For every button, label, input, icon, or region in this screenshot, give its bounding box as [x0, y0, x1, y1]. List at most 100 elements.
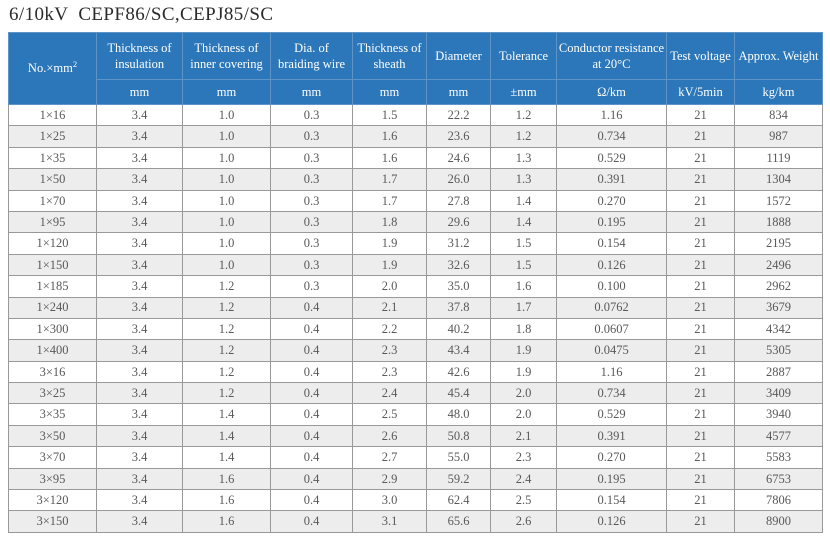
- unit-weight: kg/km: [734, 79, 823, 105]
- data-cell: 834: [734, 103, 823, 127]
- data-cell: 1.2: [182, 339, 271, 362]
- data-cell: 0.270: [556, 189, 667, 212]
- data-cell: 1119: [734, 146, 823, 170]
- data-cell: 27.8: [426, 189, 491, 212]
- data-cell: 26.0: [426, 168, 491, 191]
- data-cell: 2.4: [352, 382, 427, 405]
- data-cell: 2496: [734, 253, 823, 277]
- data-cell: 5583: [734, 446, 823, 469]
- table-row: 1×25 3.4 1.0 0.3 1.6 23.6 1.2 0.734 21 987: [8, 125, 823, 148]
- table-row: 1×16 3.4 1.0 0.3 1.5 22.2 1.2 1.16 21 834: [8, 103, 823, 127]
- table-row: 3×120 3.4 1.6 0.4 3.0 62.4 2.5 0.154 21 7806: [8, 489, 823, 512]
- data-cell: 0.0762: [556, 296, 667, 319]
- data-cell: 2.7: [352, 446, 427, 469]
- data-cell: 0.126: [556, 253, 667, 277]
- data-cell: 3.4: [96, 382, 183, 405]
- data-cell: 21: [666, 510, 735, 533]
- data-cell: 0.4: [270, 446, 353, 469]
- data-cell: 1.0: [182, 210, 271, 234]
- unit-insulation: mm: [96, 79, 183, 105]
- column-header-inner-covering: Thickness of inner covering: [182, 32, 271, 80]
- data-cell: 987: [734, 125, 823, 148]
- table-row: 3×25 3.4 1.2 0.4 2.4 45.4 2.0 0.734 21 3409: [8, 382, 823, 405]
- data-cell: 3.1: [352, 510, 427, 533]
- data-cell: 2.9: [352, 467, 427, 491]
- data-cell: 2887: [734, 360, 823, 384]
- data-cell: 3.4: [96, 253, 183, 277]
- data-cell: 1.3: [490, 168, 557, 191]
- data-cell: 5305: [734, 339, 823, 362]
- data-cell: 3.4: [96, 125, 183, 148]
- data-cell: 1.6: [182, 489, 271, 512]
- data-cell: 0.4: [270, 382, 353, 405]
- data-cell: 1.0: [182, 232, 271, 255]
- data-cell: 1.2: [490, 103, 557, 127]
- row-size-cell: 1×16: [8, 103, 97, 127]
- data-cell: 0.3: [270, 168, 353, 191]
- data-cell: 3.0: [352, 489, 427, 512]
- data-cell: 1.8: [490, 317, 557, 341]
- data-cell: 1888: [734, 210, 823, 234]
- column-header-diameter: Diameter: [426, 32, 491, 80]
- data-cell: 1.6: [490, 275, 557, 298]
- table-row: 1×70 3.4 1.0 0.3 1.7 27.8 1.4 0.270 21 1572: [8, 189, 823, 212]
- data-cell: 1.0: [182, 253, 271, 277]
- row-size-cell: 1×150: [8, 253, 97, 277]
- data-cell: 1.4: [182, 424, 271, 448]
- table-header: No.×mm2 Thickness of insulation Thicknes…: [8, 32, 823, 105]
- data-cell: 37.8: [426, 296, 491, 319]
- data-cell: 8900: [734, 510, 823, 533]
- data-cell: 1.6: [352, 146, 427, 170]
- data-cell: 1.4: [490, 210, 557, 234]
- unit-tolerance: ±mm: [490, 79, 557, 105]
- data-cell: 1.0: [182, 146, 271, 170]
- data-cell: 3.4: [96, 189, 183, 212]
- table-row: 1×400 3.4 1.2 0.4 2.3 43.4 1.9 0.0475 21 5305: [8, 339, 823, 362]
- data-cell: 40.2: [426, 317, 491, 341]
- data-cell: 1.7: [352, 189, 427, 212]
- data-cell: 21: [666, 403, 735, 426]
- column-header-tolerance: Tolerance: [490, 32, 557, 80]
- data-cell: 1.6: [182, 510, 271, 533]
- data-cell: 21: [666, 146, 735, 170]
- row-size-cell: 3×150: [8, 510, 97, 533]
- data-cell: 21: [666, 467, 735, 491]
- unit-diameter: mm: [426, 79, 491, 105]
- data-cell: 3.4: [96, 296, 183, 319]
- data-cell: 0.3: [270, 125, 353, 148]
- data-cell: 42.6: [426, 360, 491, 384]
- data-cell: 1.6: [182, 467, 271, 491]
- data-cell: 4577: [734, 424, 823, 448]
- data-cell: 2.0: [490, 382, 557, 405]
- data-cell: 2.6: [490, 510, 557, 533]
- data-cell: 0.4: [270, 424, 353, 448]
- table-row: 3×16 3.4 1.2 0.4 2.3 42.6 1.9 1.16 21 2887: [8, 360, 823, 384]
- data-cell: 0.100: [556, 275, 667, 298]
- data-cell: 0.3: [270, 146, 353, 170]
- data-cell: 0.3: [270, 232, 353, 255]
- data-cell: 31.2: [426, 232, 491, 255]
- table-row: 3×50 3.4 1.4 0.4 2.6 50.8 2.1 0.391 21 4577: [8, 424, 823, 448]
- table-row: 1×240 3.4 1.2 0.4 2.1 37.8 1.7 0.0762 21 3679: [8, 296, 823, 319]
- data-cell: 2962: [734, 275, 823, 298]
- data-cell: 21: [666, 210, 735, 234]
- data-cell: 2.0: [352, 275, 427, 298]
- data-cell: 29.6: [426, 210, 491, 234]
- data-cell: 0.4: [270, 467, 353, 491]
- row-size-cell: 1×70: [8, 189, 97, 212]
- data-cell: 21: [666, 125, 735, 148]
- data-cell: 1.0: [182, 189, 271, 212]
- header-units-row: mm mm mm mm mm ±mm Ω/km kV/5min kg/km: [9, 79, 823, 105]
- row-size-cell: 1×95: [8, 210, 97, 234]
- data-cell: 0.3: [270, 275, 353, 298]
- data-cell: 1.4: [490, 189, 557, 212]
- data-cell: 0.195: [556, 467, 667, 491]
- row-size-cell: 3×95: [8, 467, 97, 491]
- unit-inner-covering: mm: [182, 79, 271, 105]
- data-cell: 43.4: [426, 339, 491, 362]
- data-cell: 0.529: [556, 146, 667, 170]
- data-cell: 1.7: [490, 296, 557, 319]
- data-cell: 0.391: [556, 168, 667, 191]
- data-cell: 3.4: [96, 210, 183, 234]
- data-cell: 1.0: [182, 103, 271, 127]
